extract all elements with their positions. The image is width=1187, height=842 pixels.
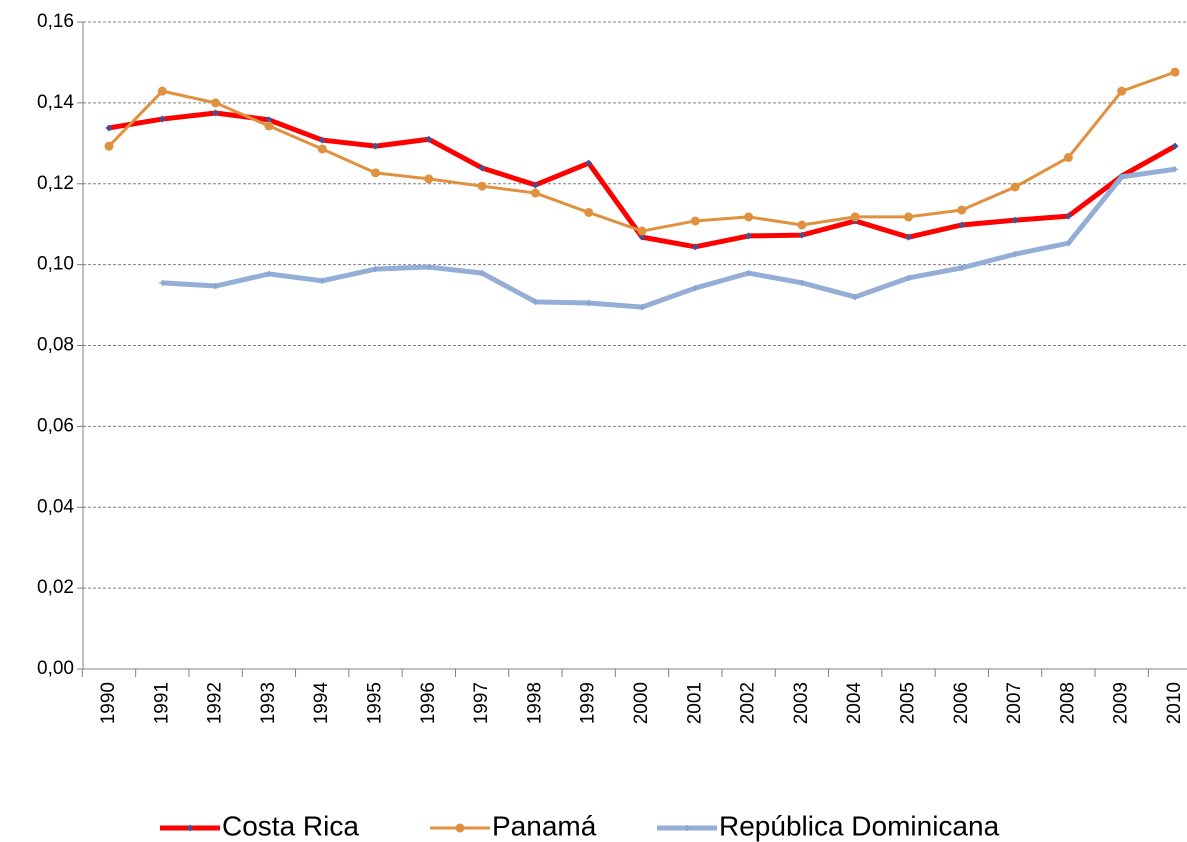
x-tick-label: 1991 bbox=[151, 682, 172, 724]
legend-label: República Dominicana bbox=[719, 810, 1000, 841]
x-tick-label: 1993 bbox=[258, 682, 279, 724]
data-point bbox=[798, 279, 805, 286]
x-tick-label: 2010 bbox=[1164, 682, 1185, 724]
x-tick-label: 2003 bbox=[791, 682, 812, 724]
data-point bbox=[1065, 240, 1072, 247]
data-point bbox=[958, 264, 965, 271]
data-point bbox=[797, 220, 807, 230]
series-line bbox=[107, 70, 1176, 233]
data-point bbox=[531, 181, 539, 189]
data-point bbox=[1170, 67, 1180, 77]
data-point bbox=[479, 270, 486, 277]
data-point bbox=[692, 285, 699, 292]
data-point bbox=[745, 270, 752, 277]
data-point bbox=[584, 207, 594, 217]
data-point bbox=[585, 159, 593, 167]
data-point bbox=[744, 212, 754, 222]
data-point bbox=[265, 116, 273, 124]
x-tick-label: 2006 bbox=[951, 682, 972, 724]
y-tick-label: 0,10 bbox=[37, 254, 74, 275]
data-point bbox=[1171, 142, 1179, 150]
data-point bbox=[157, 86, 167, 96]
legend-marker bbox=[684, 825, 690, 831]
x-tick-label: 2008 bbox=[1057, 682, 1078, 724]
data-point bbox=[852, 293, 859, 300]
data-point bbox=[319, 277, 326, 284]
x-tick-label: 1992 bbox=[205, 682, 226, 724]
data-point bbox=[530, 188, 540, 198]
y-tick-label: 0,14 bbox=[37, 92, 74, 113]
data-point bbox=[1012, 251, 1019, 258]
data-point bbox=[958, 221, 966, 229]
data-point bbox=[158, 115, 166, 123]
data-point bbox=[212, 109, 220, 117]
x-tick-label: 2001 bbox=[684, 682, 705, 724]
x-tick-label: 2007 bbox=[1004, 682, 1025, 724]
x-tick-label: 1999 bbox=[578, 682, 599, 724]
data-point bbox=[318, 136, 326, 144]
data-point bbox=[1011, 216, 1019, 224]
data-point bbox=[264, 121, 274, 131]
data-point bbox=[639, 304, 645, 311]
series-line bbox=[162, 166, 1176, 310]
y-tick-label: 0,08 bbox=[37, 335, 74, 356]
data-point bbox=[850, 212, 860, 222]
data-point bbox=[105, 124, 113, 132]
x-tick-label: 1997 bbox=[471, 682, 492, 724]
data-point bbox=[957, 205, 967, 215]
data-point bbox=[691, 243, 699, 251]
data-point bbox=[477, 181, 487, 191]
y-tick-label: 0,16 bbox=[37, 11, 74, 32]
data-point bbox=[532, 298, 539, 305]
legend-marker bbox=[186, 824, 194, 832]
legend-marker bbox=[455, 823, 465, 833]
data-point bbox=[212, 283, 219, 290]
y-tick-label: 0,06 bbox=[37, 415, 74, 436]
data-point bbox=[478, 164, 486, 172]
data-point bbox=[1118, 173, 1125, 180]
data-point bbox=[1117, 86, 1127, 96]
data-point bbox=[371, 168, 380, 178]
data-point bbox=[425, 135, 433, 143]
data-point bbox=[424, 174, 434, 184]
y-tick-label: 0,02 bbox=[37, 577, 74, 598]
data-point bbox=[425, 264, 432, 271]
data-point bbox=[905, 233, 912, 241]
data-point bbox=[690, 216, 700, 226]
x-tick-label: 1994 bbox=[311, 682, 332, 725]
data-point bbox=[104, 141, 114, 151]
data-point bbox=[637, 226, 647, 236]
data-point bbox=[745, 232, 753, 240]
data-point bbox=[1010, 182, 1020, 192]
data-point bbox=[1064, 212, 1072, 220]
x-tick-label: 1990 bbox=[98, 682, 119, 724]
y-tick-label: 0,12 bbox=[37, 173, 74, 194]
x-tick-label: 2009 bbox=[1111, 682, 1132, 724]
data-point bbox=[372, 266, 379, 273]
data-point bbox=[159, 279, 166, 286]
legend-label: Panamá bbox=[492, 810, 597, 841]
data-point bbox=[904, 212, 913, 222]
data-point bbox=[905, 274, 912, 281]
x-tick-label: 1995 bbox=[365, 682, 386, 724]
data-point bbox=[265, 270, 272, 277]
data-point bbox=[798, 231, 806, 239]
x-tick-label: 1998 bbox=[524, 682, 545, 724]
data-point bbox=[1063, 152, 1073, 162]
y-tick-label: 0,04 bbox=[37, 496, 74, 517]
x-tick-label: 2000 bbox=[631, 682, 652, 724]
x-tick-label: 2004 bbox=[844, 682, 865, 725]
data-point bbox=[638, 233, 646, 241]
x-tick-label: 1996 bbox=[418, 682, 439, 724]
data-point bbox=[372, 142, 379, 150]
legend-label: Costa Rica bbox=[222, 810, 359, 841]
data-point bbox=[317, 144, 327, 154]
data-point bbox=[585, 300, 592, 307]
data-point bbox=[1172, 166, 1178, 173]
data-point bbox=[211, 98, 221, 108]
x-tick-label: 2005 bbox=[898, 682, 919, 724]
y-tick-label: 0,00 bbox=[37, 658, 74, 679]
x-tick-label: 2002 bbox=[738, 682, 759, 724]
